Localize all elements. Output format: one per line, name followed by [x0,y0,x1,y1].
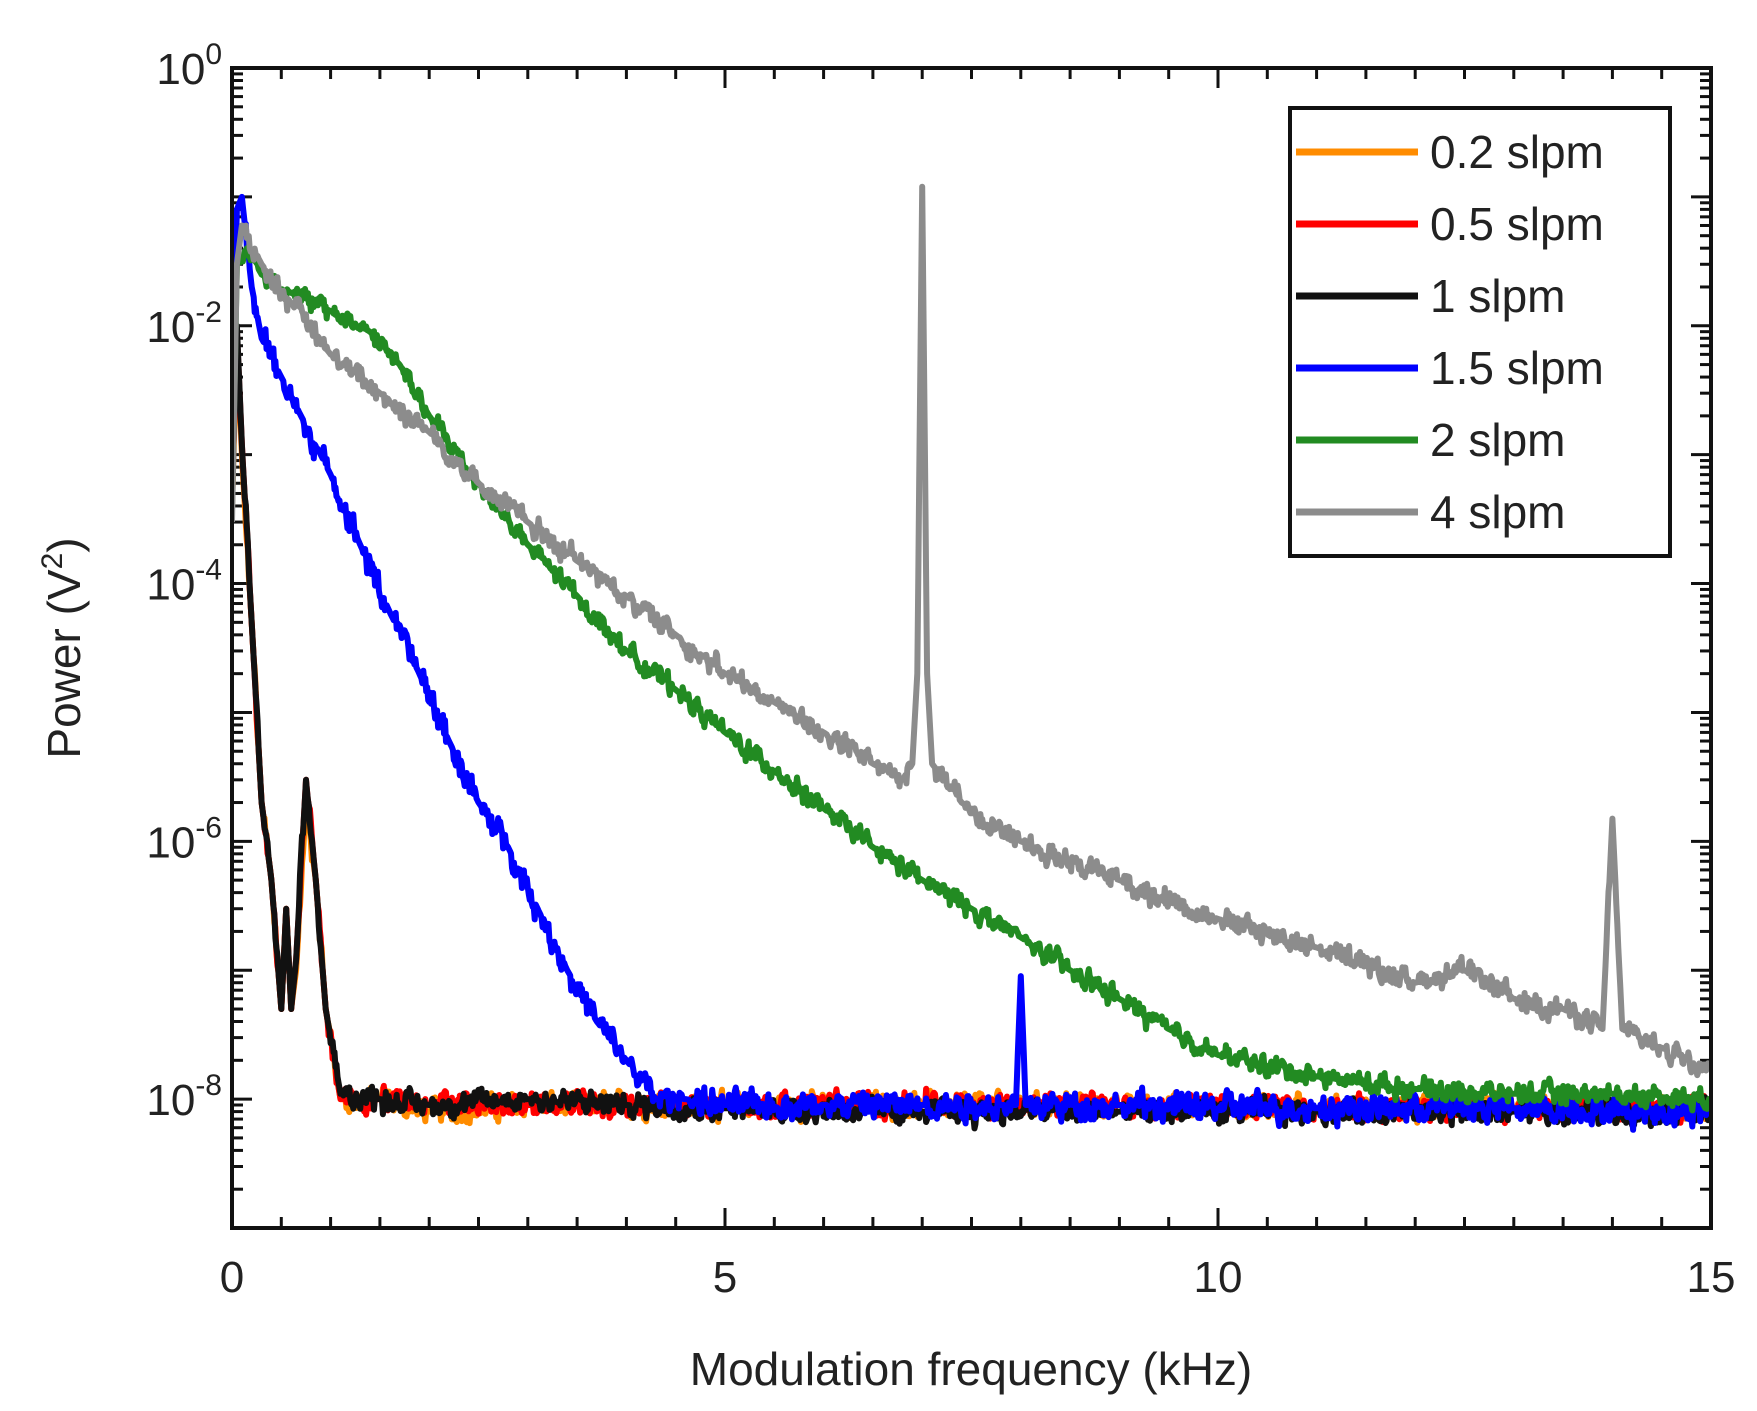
legend-label: 1 slpm [1430,270,1565,322]
series-line-6 [232,183,1711,1079]
y-axis-label-close: ) [38,537,90,552]
y-tick-label: 10-6 [146,811,222,867]
y-axis-label: Power (V2) [36,537,90,758]
series-line-4 [232,193,1711,1133]
y-tick-label: 10-4 [146,554,222,610]
y-axis-label-main: Power (V [38,569,90,758]
legend-label: 4 slpm [1430,486,1565,538]
x-tick-label: 5 [713,1253,737,1302]
legend-label: 0.2 slpm [1430,126,1604,178]
x-tick-label: 15 [1687,1253,1736,1302]
y-tick-label: 10-2 [146,296,222,352]
x-axis-label: Modulation frequency (kHz) [690,1343,1252,1395]
x-tick-label: 0 [220,1253,244,1302]
legend-box [1288,106,1672,558]
plot-frame [230,66,1713,1230]
y-axis-label-sup: 2 [36,553,69,570]
legend: 0.2 slpm 0.5 slpm 1 slpm 1.5 slpm 2 slpm 4 sl… [1288,106,1672,558]
y-tick-labels: 10-8 10-6 10-4 10-2 100 [146,38,222,1125]
series-layer [232,183,1711,1133]
y-tick-label: 100 [156,38,222,94]
x-tick-labels: 0 5 10 15 [220,1253,1736,1302]
legend-label: 1.5 slpm [1430,342,1604,394]
y-tick-label: 10-8 [146,1069,222,1125]
legend-label: 0.5 slpm [1430,198,1604,250]
legend-label: 2 slpm [1430,414,1565,466]
x-tick-label: 10 [1194,1253,1243,1302]
